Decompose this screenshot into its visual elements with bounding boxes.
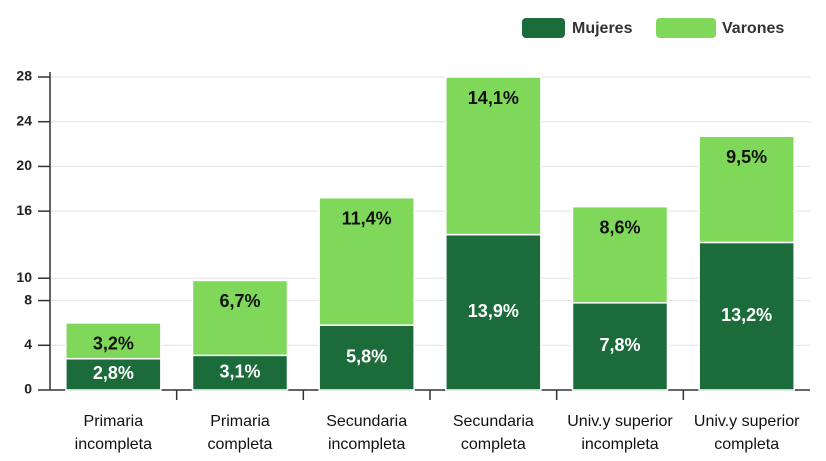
legend-swatch [656,18,716,38]
data-label: 8,6% [599,217,640,237]
x-tick-label: Secundaria incompleta [326,413,407,453]
y-tick-label: 24 [16,112,32,128]
bar [318,196,415,326]
x-tick-line: incompleta [328,436,405,453]
x-tick-line: Univ.y superior [694,413,800,430]
data-label: 14,1% [468,88,519,108]
legend-label: Mujeres [572,20,633,37]
x-tick-line: Primaria [84,413,144,430]
y-tick-label: 10 [16,269,32,285]
x-tick-line: Univ.y superior [567,413,673,430]
y-tick-label: 28 [16,68,32,84]
bar [191,354,289,391]
data-label: 3,2% [93,334,134,354]
y-tick-label: 16 [16,202,32,218]
x-tick-line: Secundaria [453,413,534,430]
bar [571,205,669,304]
x-tick-label: Univ.y superior incompleta [567,413,673,453]
data-label: 5,8% [346,346,387,366]
data-label: 2,8% [93,363,134,383]
bar [445,233,542,391]
bar [445,76,542,236]
data-label: 7,8% [599,335,640,355]
x-tick-line: Primaria [210,413,270,430]
x-tick-line: incompleta [581,436,658,453]
bar [318,324,415,391]
legend-swatch [522,18,565,38]
y-tick-label: 4 [24,336,32,352]
legend-label: Varones [722,20,784,37]
data-label: 3,1% [219,361,260,381]
bar [191,279,289,357]
x-tick-label: Univ.y superior completa [694,413,800,453]
x-tick-label: Primaria incompleta [75,413,152,453]
x-tick-label: Primaria completa [208,413,273,453]
x-tick-line: completa [714,436,779,453]
data-label: 6,7% [219,291,260,311]
y-tick-label: 20 [16,157,32,173]
data-label: 13,2% [721,305,772,325]
x-tick-line: completa [461,436,526,453]
bar [698,135,795,244]
data-label: 9,5% [726,147,767,167]
data-label: 13,9% [468,301,519,321]
bar [65,322,162,360]
x-tick-line: completa [208,436,273,453]
x-tick-line: Secundaria [326,413,407,430]
y-tick-label: 0 [24,381,32,397]
x-tick-line: incompleta [75,436,152,453]
bar [65,357,162,391]
y-tick-label: 8 [24,291,32,307]
x-tick-label: Secundaria completa [453,413,534,453]
bar [571,302,669,391]
data-label: 11,4% [342,208,392,228]
